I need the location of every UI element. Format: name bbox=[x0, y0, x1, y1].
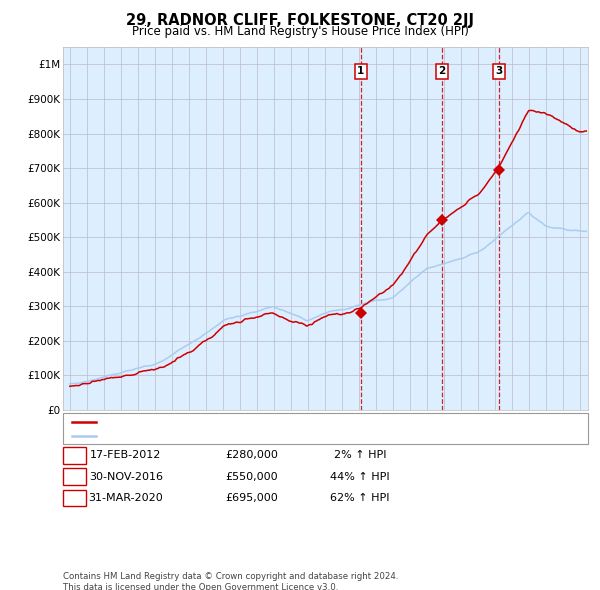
Text: 29, RADNOR CLIFF, FOLKESTONE, CT20 2JJ (detached house): 29, RADNOR CLIFF, FOLKESTONE, CT20 2JJ (… bbox=[101, 417, 398, 427]
Text: 2% ↑ HPI: 2% ↑ HPI bbox=[334, 451, 386, 460]
Text: 1: 1 bbox=[357, 67, 364, 76]
Text: 1: 1 bbox=[71, 451, 78, 460]
Text: £550,000: £550,000 bbox=[226, 472, 278, 481]
Text: 31-MAR-2020: 31-MAR-2020 bbox=[89, 493, 163, 503]
Text: 29, RADNOR CLIFF, FOLKESTONE, CT20 2JJ: 29, RADNOR CLIFF, FOLKESTONE, CT20 2JJ bbox=[126, 13, 474, 28]
Text: Contains HM Land Registry data © Crown copyright and database right 2024.
This d: Contains HM Land Registry data © Crown c… bbox=[63, 572, 398, 590]
Text: 17-FEB-2012: 17-FEB-2012 bbox=[91, 451, 161, 460]
Text: 3: 3 bbox=[495, 67, 502, 76]
Text: HPI: Average price, detached house, Folkestone and Hythe: HPI: Average price, detached house, Folk… bbox=[101, 431, 388, 441]
Text: 30-NOV-2016: 30-NOV-2016 bbox=[89, 472, 163, 481]
Text: 62% ↑ HPI: 62% ↑ HPI bbox=[330, 493, 390, 503]
Text: 3: 3 bbox=[71, 493, 78, 503]
Text: 44% ↑ HPI: 44% ↑ HPI bbox=[330, 472, 390, 481]
Text: £280,000: £280,000 bbox=[226, 451, 278, 460]
Text: Price paid vs. HM Land Registry's House Price Index (HPI): Price paid vs. HM Land Registry's House … bbox=[131, 25, 469, 38]
Text: 2: 2 bbox=[439, 67, 446, 76]
Text: 2: 2 bbox=[71, 472, 78, 481]
Text: £695,000: £695,000 bbox=[226, 493, 278, 503]
